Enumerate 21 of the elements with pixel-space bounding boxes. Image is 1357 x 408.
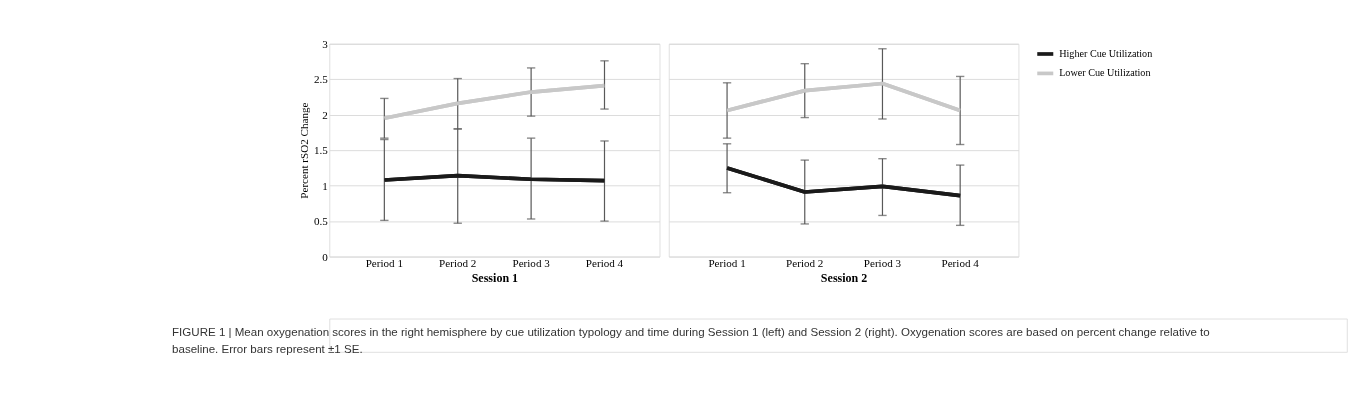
y-tick-label: 2 <box>322 108 328 121</box>
legend-label: Higher Cue Utilization <box>1059 47 1153 59</box>
caption: FIGURE 1 | Mean oxygenation scores in the right hemisphere by cue utilization typology and time during Session 1 (left) and Session 2 (right). Oxygenation scores are based on percent change relative to baseline. Error bars represent ±1 SE. <box>172 326 1210 355</box>
x-axis-title: Session 1 <box>471 271 519 285</box>
y-axis-title: Percent rSO2 Change <box>297 102 310 199</box>
y-tick-label: 2.5 <box>314 73 329 86</box>
x-tick-label: Period 2 <box>439 257 477 270</box>
y-tick-label: 1 <box>322 179 328 192</box>
x-axis-title: Session 2 <box>820 271 868 285</box>
y-tick-label: 3 <box>322 37 329 50</box>
x-tick-label: Period 3 <box>512 257 551 270</box>
x-tick-label: Period 4 <box>585 257 624 270</box>
legend-label: Lower Cue Utilization <box>1059 67 1151 79</box>
x-tick-label: Period 4 <box>941 257 980 270</box>
y-tick-label: 0 <box>322 250 329 263</box>
x-tick-label: Period 3 <box>863 257 902 270</box>
x-tick-label: Period 1 <box>365 257 403 270</box>
x-tick-label: Period 1 <box>708 257 746 270</box>
y-tick-label: 0.5 <box>314 215 329 228</box>
y-tick-label: 1.5 <box>314 144 329 157</box>
x-tick-label: Period 2 <box>786 257 824 270</box>
